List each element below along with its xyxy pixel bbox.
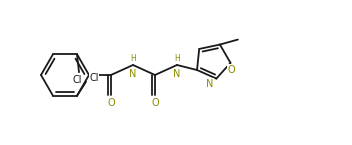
Text: N: N [173, 69, 181, 79]
Text: H: H [174, 54, 180, 63]
Text: N: N [129, 69, 137, 79]
Text: Cl: Cl [72, 75, 82, 85]
Text: O: O [151, 98, 159, 108]
Text: O: O [107, 98, 115, 108]
Text: Cl: Cl [89, 73, 99, 83]
Text: O: O [228, 65, 235, 75]
Text: N: N [206, 79, 213, 89]
Text: H: H [130, 54, 136, 63]
